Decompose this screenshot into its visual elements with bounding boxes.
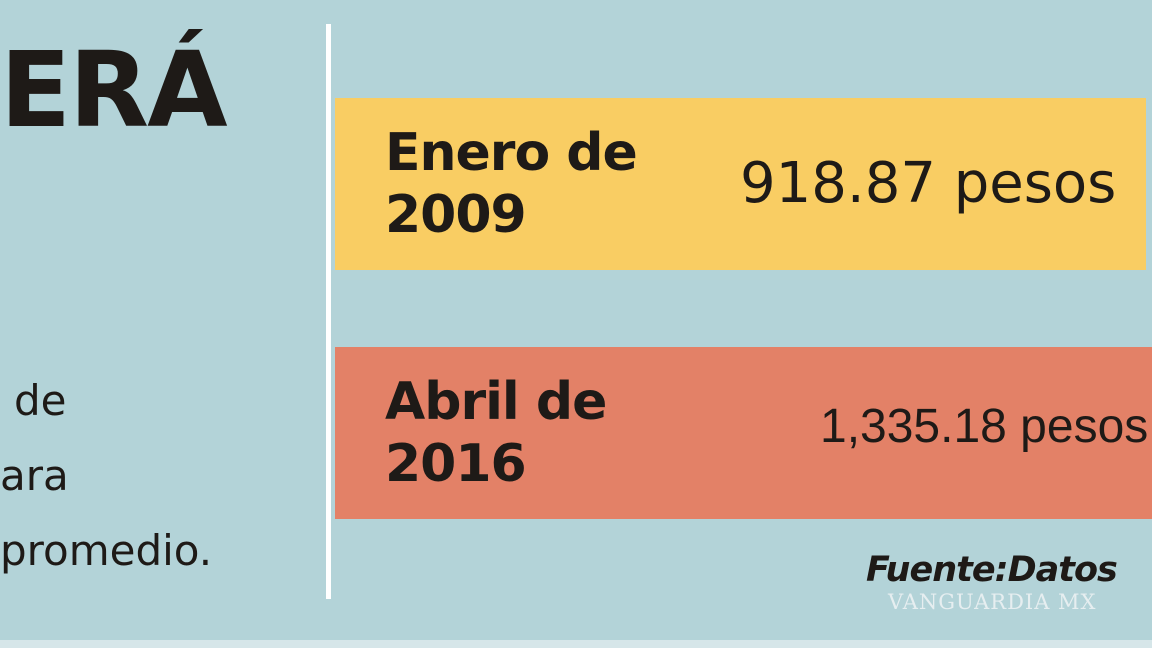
body-text-line: promedio. xyxy=(0,526,213,575)
row-bar-2016: Abril de 2016 1,335.18 pesos xyxy=(335,347,1152,519)
vertical-divider xyxy=(326,24,331,599)
row-label-line1: Abril de xyxy=(385,372,607,432)
row-label-line1: Enero de xyxy=(385,123,638,183)
row-label-line2: 2009 xyxy=(385,185,527,245)
headline: ERÁ xyxy=(0,29,228,151)
row-label-line2: 2016 xyxy=(385,434,527,494)
bottom-strip xyxy=(0,640,1152,648)
row-value: 1,335.18 pesos xyxy=(820,400,1149,453)
body-text-line: de xyxy=(14,376,67,425)
watermark-logo: VANGUARDIA MX xyxy=(888,590,1097,614)
row-value: 918.87 pesos xyxy=(740,151,1117,216)
source-note: Fuente:Datos xyxy=(866,550,1118,590)
row-bar-2009: Enero de 2009 918.87 pesos xyxy=(335,98,1146,270)
body-text-line: ara xyxy=(0,451,69,500)
